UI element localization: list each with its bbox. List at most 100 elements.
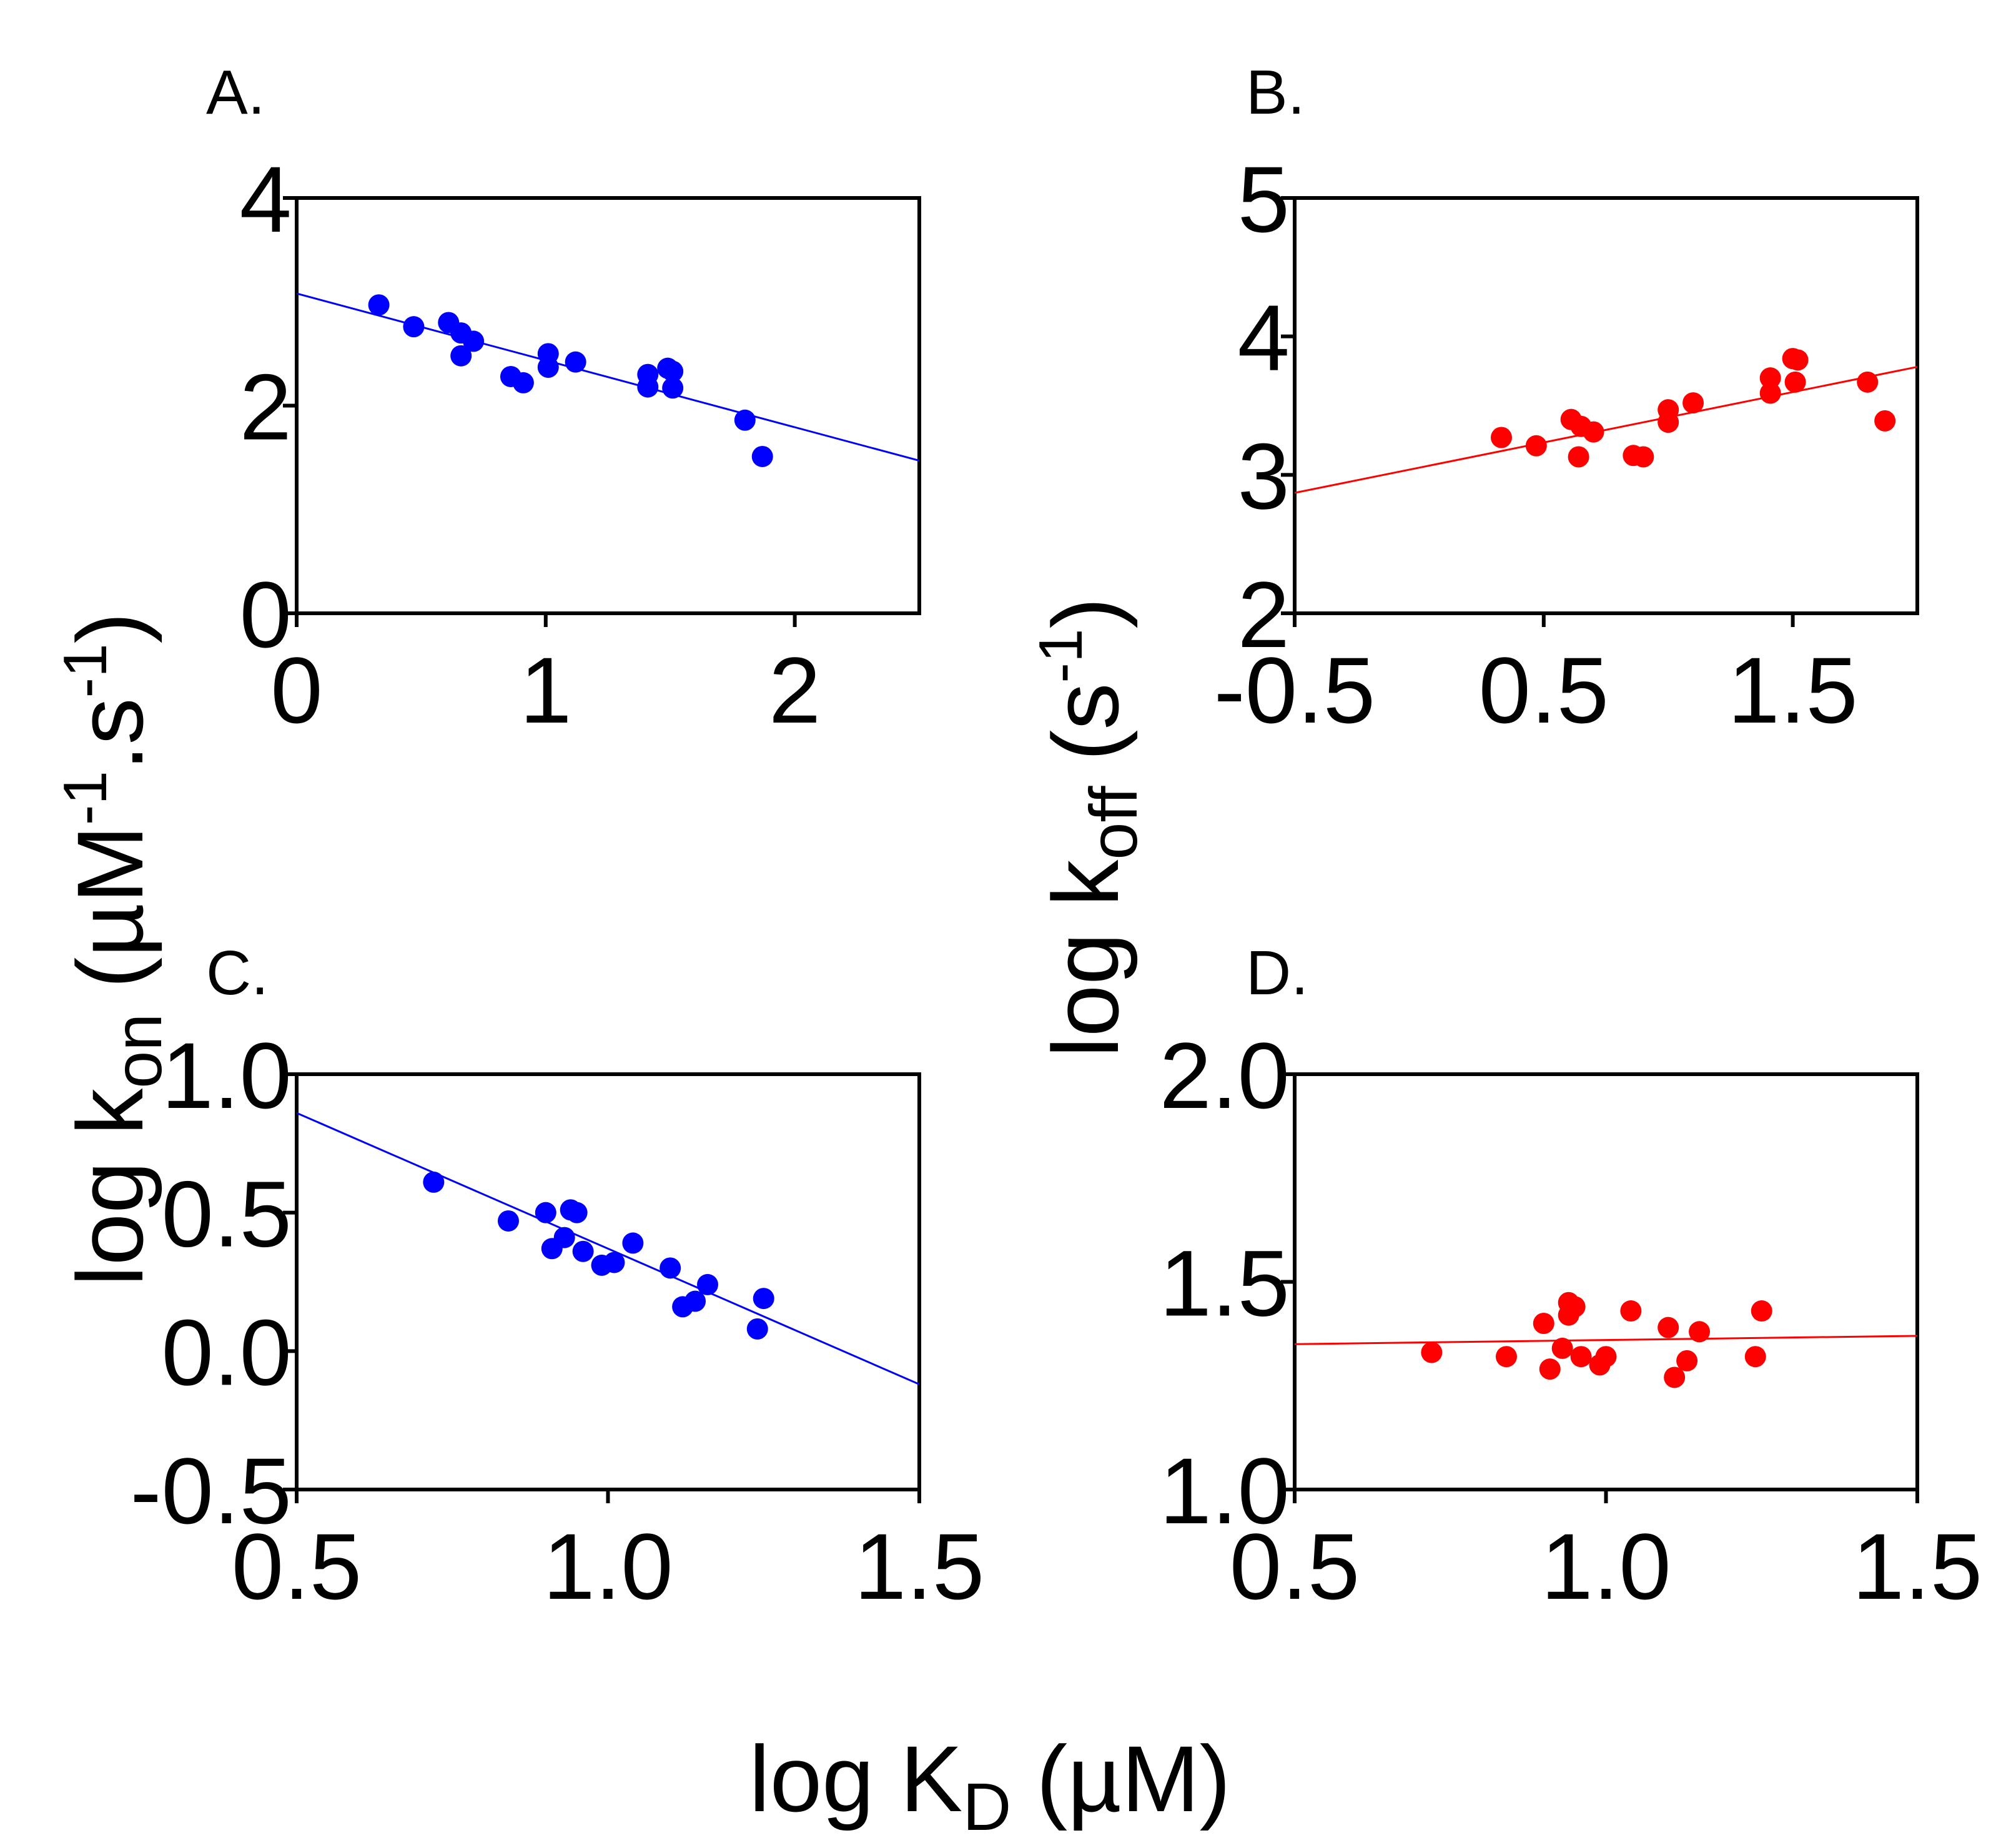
plot-frame (1293, 1072, 1919, 1491)
x-tick-label: 1.0 (1541, 1514, 1671, 1619)
data-point (1564, 1296, 1586, 1318)
data-point (1689, 1321, 1711, 1343)
data-point (1525, 435, 1547, 457)
data-point (1857, 371, 1879, 393)
data-point (512, 372, 534, 393)
data-point (622, 1232, 644, 1254)
data-point (1751, 1300, 1772, 1322)
y-tick-label: 1.0 (1159, 1438, 1290, 1543)
panel-a: A. 0 1 2 0 2 4 (206, 57, 921, 743)
x-tick-label: 0.5 (1230, 1514, 1360, 1619)
data-point (1633, 446, 1654, 468)
data-point (1495, 1346, 1517, 1368)
data-point (1539, 1358, 1561, 1380)
x-tick-label: 1.5 (1727, 638, 1858, 743)
data-point (1664, 1366, 1686, 1388)
data-point (535, 1202, 556, 1223)
y-tick-label: 5 (1238, 147, 1290, 252)
plot-frame (295, 196, 921, 615)
y-tick-label: 0 (240, 562, 292, 667)
data-point (403, 316, 425, 338)
fit-line (1295, 365, 1917, 494)
data-point (662, 377, 684, 399)
data-point (1491, 427, 1513, 448)
y-tick-label: 0.0 (161, 1300, 292, 1405)
data-point (1744, 1346, 1766, 1368)
fit-line (1295, 1335, 1917, 1345)
x-tick-label: 2 (769, 638, 821, 743)
panel-c: C. 0.5 1.0 1.5 -0.5 0.0 0.5 1.0 (131, 938, 985, 1619)
y-tick-label: 4 (1238, 285, 1290, 390)
data-point (734, 409, 756, 431)
data-point (1682, 392, 1704, 414)
plot-frame (295, 1072, 921, 1491)
data-point (1787, 349, 1809, 371)
data-point (660, 1257, 681, 1279)
data-point (1570, 1346, 1592, 1368)
data-point (450, 345, 472, 367)
data-point (1759, 367, 1781, 389)
fit-line (297, 292, 919, 462)
data-point (368, 294, 390, 316)
x-axis-title-kd: log KD (µM) (749, 1726, 1230, 1844)
y-axis-title-koff: log koff(s-1) (1026, 597, 1151, 1057)
data-point (662, 360, 684, 382)
plot-frame (1293, 196, 1919, 615)
y-tick-label: 1.0 (161, 1023, 292, 1128)
data-point (751, 445, 773, 467)
y-tick-label: 2 (240, 355, 292, 460)
data-point (1568, 446, 1589, 468)
y-tick-label: 2.0 (1159, 1023, 1290, 1128)
data-point (1658, 1317, 1679, 1338)
data-point (1658, 399, 1679, 421)
x-tick-label: 1.5 (1852, 1514, 1983, 1619)
data-point (697, 1273, 719, 1295)
data-point (1676, 1350, 1698, 1371)
panel-label-d: D. (1246, 938, 1308, 1008)
panel-label-c: C. (206, 938, 269, 1008)
y-axis-title-kon: log kon(µM-1.s-1) (51, 612, 175, 1286)
y-tick-label: 4 (240, 147, 292, 252)
data-point (1620, 1300, 1642, 1322)
data-point (463, 330, 485, 352)
data-point (537, 356, 559, 378)
data-point (566, 1202, 588, 1223)
data-point (603, 1252, 625, 1273)
data-point (637, 376, 659, 398)
data-point (1551, 1337, 1573, 1359)
data-point (753, 1288, 774, 1310)
data-point (1874, 410, 1896, 432)
panel-d: D.0.5 1.0 1.51.01.52.0 (1159, 938, 1982, 1619)
data-point (1533, 1313, 1554, 1334)
x-tick-label: 0 (270, 638, 322, 743)
data-point (572, 1240, 594, 1262)
y-tick-label: 1.5 (1159, 1231, 1290, 1336)
data-point (1784, 371, 1806, 393)
panel-b: B. -0.5 0.5 1.5 2 3 4 5 (1214, 57, 1919, 743)
x-tick-label: 1.5 (854, 1514, 985, 1619)
panel-label-a: A. (206, 57, 265, 127)
panel-label-b: B. (1246, 57, 1305, 127)
data-point (1759, 382, 1781, 404)
y-tick-label: -0.5 (131, 1438, 292, 1543)
y-tick-label: 3 (1238, 423, 1290, 528)
x-tick-label: 1.0 (543, 1514, 673, 1619)
data-point (1421, 1342, 1443, 1363)
x-tick-label: 0.5 (1479, 638, 1609, 743)
x-tick-label: 0.5 (232, 1514, 362, 1619)
data-point (497, 1210, 519, 1232)
data-point (1583, 421, 1604, 443)
data-point (423, 1171, 445, 1193)
data-point (746, 1318, 768, 1340)
data-point (1595, 1346, 1617, 1368)
fit-line (297, 1112, 919, 1385)
data-point (565, 351, 586, 373)
y-tick-label: 2 (1238, 562, 1290, 667)
data-point (684, 1290, 706, 1312)
y-tick-label: 0.5 (161, 1162, 292, 1267)
data-point (553, 1227, 575, 1248)
x-tick-label: 1 (520, 638, 571, 743)
x-tick-label: -0.5 (1214, 638, 1375, 743)
